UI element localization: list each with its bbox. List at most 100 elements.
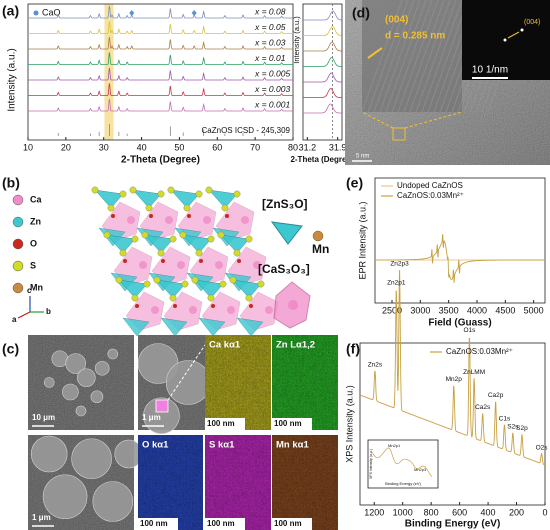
y-axis-label: Intensity (a.u.) (7, 48, 18, 111)
inset-trace (303, 72, 342, 83)
o-atom (187, 214, 191, 218)
particle (143, 397, 180, 435)
s-atom (217, 231, 225, 239)
zoom-line (361, 111, 394, 129)
s-atom (131, 235, 139, 243)
s-atom (245, 235, 253, 243)
plot-frame (27, 3, 294, 141)
peak-label: Ca2p (488, 392, 504, 399)
s-atom (245, 294, 253, 302)
eds-region (155, 399, 169, 413)
o-atom (249, 304, 253, 308)
particle (77, 368, 96, 388)
y-axis-label: XPS Intensity (a.u.) (344, 385, 354, 463)
x-tick-label: 80 (288, 142, 298, 152)
s-atom (103, 231, 111, 239)
o-atom (135, 304, 139, 308)
inset-peak: Mn2p1 (388, 443, 401, 448)
s-atom (207, 294, 215, 302)
atom-legend-label: Mn (30, 282, 43, 292)
o-atom (173, 304, 177, 308)
s-atom (119, 190, 127, 198)
eds-texture (205, 435, 271, 530)
s-atom (233, 249, 241, 257)
dopant-label: Mn (312, 242, 329, 256)
peak-label: Zn2p3 (390, 261, 409, 268)
o-atom (111, 214, 115, 218)
lattice-fringe (397, 0, 439, 113)
s-atom (207, 235, 215, 243)
inset-xlabel: Binding Energy (eV) (385, 481, 421, 486)
atom-legend-label: S (30, 260, 36, 270)
lattice-fringe (373, 0, 415, 113)
peak-label: C1s (499, 415, 511, 422)
particle (107, 348, 119, 360)
x-tick-label: 4500 (495, 305, 515, 315)
ca-atom (189, 306, 197, 314)
inset-frame (302, 3, 343, 141)
legend-label: Undoped CaZnOS (397, 181, 463, 190)
panel-label: (c) (2, 341, 19, 357)
s-atom (107, 204, 115, 212)
fft-scale: 10 1/nm (472, 65, 508, 76)
s-atom (129, 186, 137, 194)
series-label: x = 0.03 (254, 37, 286, 47)
s-atom (143, 280, 151, 288)
axis-name: a (12, 315, 17, 324)
s-atom (119, 249, 127, 257)
panel-label: (a) (2, 3, 19, 19)
zn-tetrahedron (236, 317, 264, 337)
x-tick-label: 400 (481, 507, 496, 517)
zn-tetrahedron (122, 317, 150, 337)
eds-texture (205, 335, 271, 430)
peak-label: Zn2s (368, 361, 383, 368)
x-tick-label: 1000 (393, 507, 413, 517)
inset-trace (303, 103, 342, 114)
x-tick-label: 3000 (410, 305, 430, 315)
inset-frame (367, 439, 439, 489)
fft-marker (507, 31, 520, 39)
panel-label: (d) (352, 5, 370, 21)
spacing-marker (367, 47, 383, 59)
hrtem-zoom (362, 0, 462, 112)
lattice-fringe (409, 0, 451, 113)
o-atom (149, 214, 153, 218)
zoom-box (392, 127, 406, 141)
lattice-fringe (361, 0, 403, 113)
panel-label: (f) (346, 341, 360, 357)
y-axis-label: EPR Intensity (a.u.) (357, 201, 367, 279)
s-atom (169, 235, 177, 243)
xrd-trace (28, 52, 293, 65)
scale-bg (138, 518, 178, 530)
atom-legend-marker (12, 216, 24, 228)
s-atom (221, 204, 229, 212)
scale-label: 10 μm (32, 413, 55, 422)
inset-trace (303, 41, 342, 52)
x-tick-label: 31.9 (329, 142, 347, 152)
plane-label: (004) (385, 15, 408, 26)
series-label: x = 0.05 (254, 22, 286, 32)
particle (92, 481, 134, 522)
ca-atom (203, 216, 211, 224)
zn-tetrahedron (156, 279, 186, 299)
ca-atom (215, 261, 223, 269)
xrd-trace (28, 36, 293, 50)
inset-trace (303, 26, 342, 36)
s-atom (153, 276, 161, 284)
xrd-trace (28, 98, 293, 112)
x-tick-label: 30 (99, 142, 109, 152)
element-label: Ca kα1 (209, 340, 241, 351)
plot-frame (359, 342, 546, 506)
x-axis-label: 2-Theta (Degree) (290, 155, 353, 164)
scale-label: 100 nm (140, 519, 168, 528)
scale-bg (205, 518, 245, 530)
zn-tetrahedron (220, 234, 250, 254)
inset-trace (303, 57, 342, 67)
lattice-fringe (379, 0, 421, 113)
spacing-label: d = 0.285 nm (385, 31, 445, 42)
x-axis-label: Field (Guass) (428, 318, 491, 329)
peak-label: Zn2p1 (387, 279, 406, 286)
s-atom (157, 190, 165, 198)
peak-label: S2p (516, 425, 528, 432)
lattice-fringe (421, 0, 463, 113)
